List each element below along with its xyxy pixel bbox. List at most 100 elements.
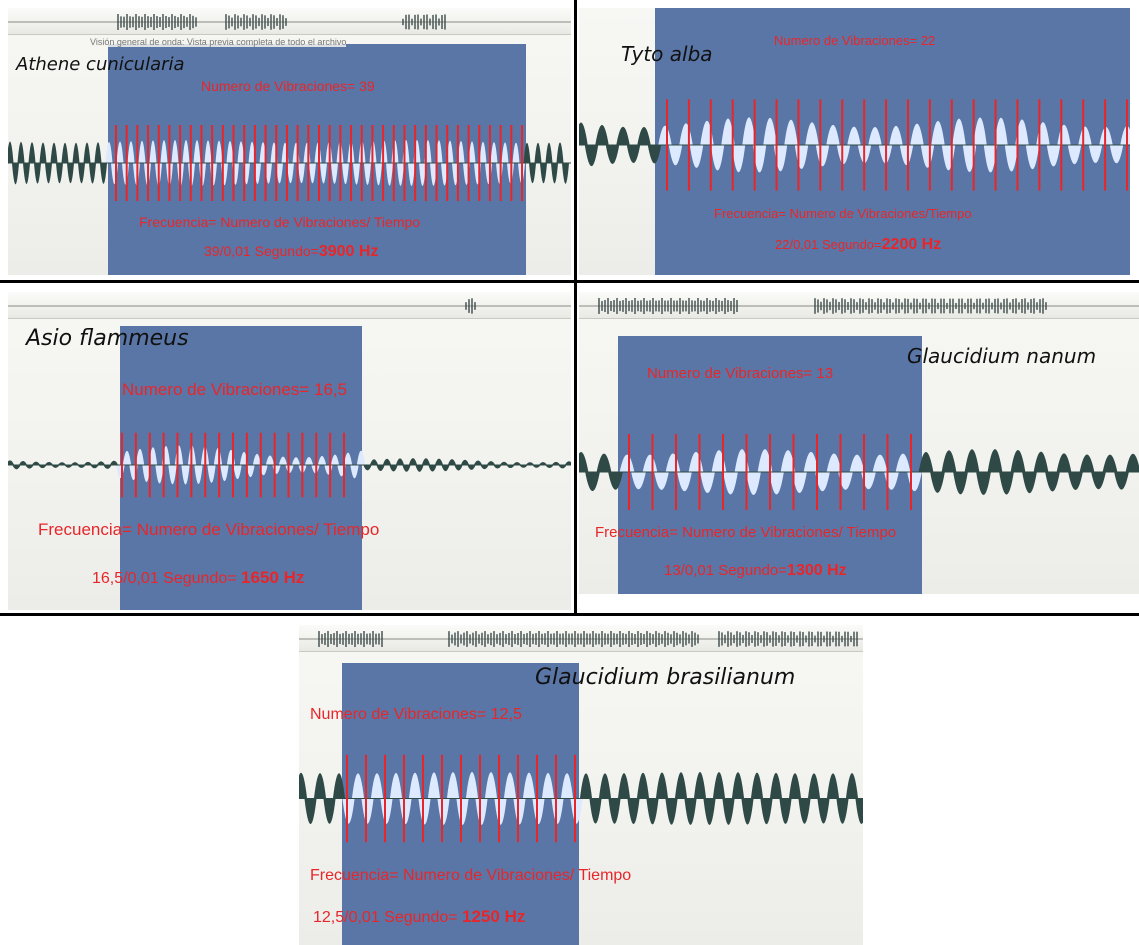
waveform-lobe xyxy=(122,450,132,465)
waveform-lobe xyxy=(475,798,488,825)
calc-prefix: 16,5/0,01 Segundo= xyxy=(92,570,242,587)
waveform-lobe xyxy=(142,465,151,483)
waveform-lobe xyxy=(299,773,308,799)
waveform-lobe xyxy=(64,465,73,468)
waveform-lobe xyxy=(920,145,935,168)
waveform-lobe xyxy=(18,461,28,465)
waveform-lobe xyxy=(415,465,424,472)
waveform-lobe xyxy=(207,465,216,483)
waveform-lobe xyxy=(688,451,704,472)
waveform-lobe xyxy=(465,772,479,799)
waveform-lobe xyxy=(941,145,956,171)
waveform-lobe xyxy=(99,163,108,184)
waveform-lobe xyxy=(39,142,47,163)
waveform-lobe xyxy=(57,462,67,465)
waveform-lobe xyxy=(454,465,463,471)
waveform-lobe xyxy=(494,798,507,825)
waveform-lobe xyxy=(512,142,520,163)
waveform-lobe xyxy=(519,465,528,468)
waveform-lobe xyxy=(408,458,418,465)
waveform-lobe xyxy=(181,465,190,485)
horizontal-divider-top xyxy=(0,280,1139,283)
waveform-lobe xyxy=(1046,145,1061,167)
waveform-lobe xyxy=(545,142,553,163)
waveform-lobe xyxy=(116,465,125,479)
waveform-lobe xyxy=(352,163,361,185)
waveform-lobe xyxy=(907,472,922,492)
waveform-lobe xyxy=(264,163,273,184)
waveform-overview[interactable] xyxy=(579,292,1139,319)
waveform-lobe xyxy=(399,798,412,825)
waveform-lobe xyxy=(636,772,650,799)
waveform-lobe xyxy=(560,773,574,799)
waveform-lobe xyxy=(363,163,372,186)
waveform-lobe xyxy=(402,465,411,472)
waveform-lobe xyxy=(351,773,365,799)
calc-result: 1300 Hz xyxy=(787,562,847,579)
waveform-lobe xyxy=(721,118,735,145)
horizontal-divider-bottom xyxy=(0,613,1139,616)
frequency-calculation: 22/0,01 Segundo=2200 Hz xyxy=(775,236,941,254)
waveform-lobe xyxy=(490,142,498,163)
waveform-lobe xyxy=(689,145,704,168)
vibrations-label: Numero de Vibraciones= 22 xyxy=(774,33,936,48)
waveform-lobe xyxy=(780,450,796,472)
waveform-lobe xyxy=(275,163,284,184)
overview-tooltip: Visión general de onda: Vista previa com… xyxy=(90,37,347,47)
waveform-lobe xyxy=(532,465,541,468)
waveform-lobe xyxy=(233,465,242,480)
waveform-lobe xyxy=(1015,119,1029,145)
waveform-lobe xyxy=(589,798,602,824)
species-name: Glaucidium brasilianum xyxy=(535,665,796,690)
waveform-lobe xyxy=(198,163,207,186)
waveform-overview[interactable] xyxy=(8,8,571,35)
waveform-lobe xyxy=(757,449,773,472)
waveform-lobe xyxy=(109,460,119,465)
species-name: Athene cunicularia xyxy=(16,54,185,75)
waveform-lobe xyxy=(627,798,640,825)
waveform-lobe xyxy=(1025,145,1040,170)
waveform-lobe xyxy=(303,142,311,163)
calc-result: 2200 Hz xyxy=(881,236,942,253)
vibrations-label: Numero de Vibraciones= 13 xyxy=(647,365,834,382)
frequency-formula: Frecuencia= Numero de Vibraciones/Tiempo xyxy=(714,206,972,221)
waveform-lobe xyxy=(380,798,393,824)
waveform-lobe xyxy=(836,145,851,165)
species-name: Asio flammeus xyxy=(26,326,189,351)
waveform-lobe xyxy=(550,163,559,184)
waveform xyxy=(8,432,571,498)
waveform-lobe xyxy=(33,163,42,184)
waveform-lobe xyxy=(17,141,25,163)
waveform-lobe xyxy=(523,142,531,163)
waveform-lobe xyxy=(815,472,830,492)
waveform-lobe xyxy=(495,163,504,184)
waveform-lobe xyxy=(369,459,379,465)
waveform-lobe xyxy=(817,798,830,824)
waveform-lobe xyxy=(77,465,86,468)
waveform-lobe xyxy=(1102,454,1118,472)
waveform-lobe xyxy=(931,120,945,145)
waveform-overview[interactable] xyxy=(299,625,863,652)
waveform-lobe xyxy=(297,163,306,184)
waveform-lobe xyxy=(70,462,80,465)
waveform-overview[interactable] xyxy=(8,292,571,319)
vibrations-label: Numero de Vibraciones= 12,5 xyxy=(310,706,522,723)
waveform-lobe xyxy=(693,772,707,799)
waveform-lobe xyxy=(25,465,34,469)
waveform-lobe xyxy=(953,472,968,495)
waveform-lobe xyxy=(826,453,842,472)
waveform-lobe xyxy=(237,141,245,163)
waveform-lobe xyxy=(1010,450,1026,472)
waveform-lobe xyxy=(324,465,333,475)
waveform-lobe xyxy=(437,798,450,825)
waveform-lobe xyxy=(94,142,102,163)
waveform-lobe xyxy=(418,798,431,825)
waveform-lobe xyxy=(556,142,564,163)
waveform-lobe xyxy=(286,163,295,184)
waveform-lobe xyxy=(712,772,726,799)
waveform-lobe xyxy=(579,773,593,799)
waveform-lobe xyxy=(374,163,383,186)
waveform-lobe xyxy=(341,163,350,185)
waveform-lobe xyxy=(90,465,99,469)
waveform xyxy=(299,754,863,843)
